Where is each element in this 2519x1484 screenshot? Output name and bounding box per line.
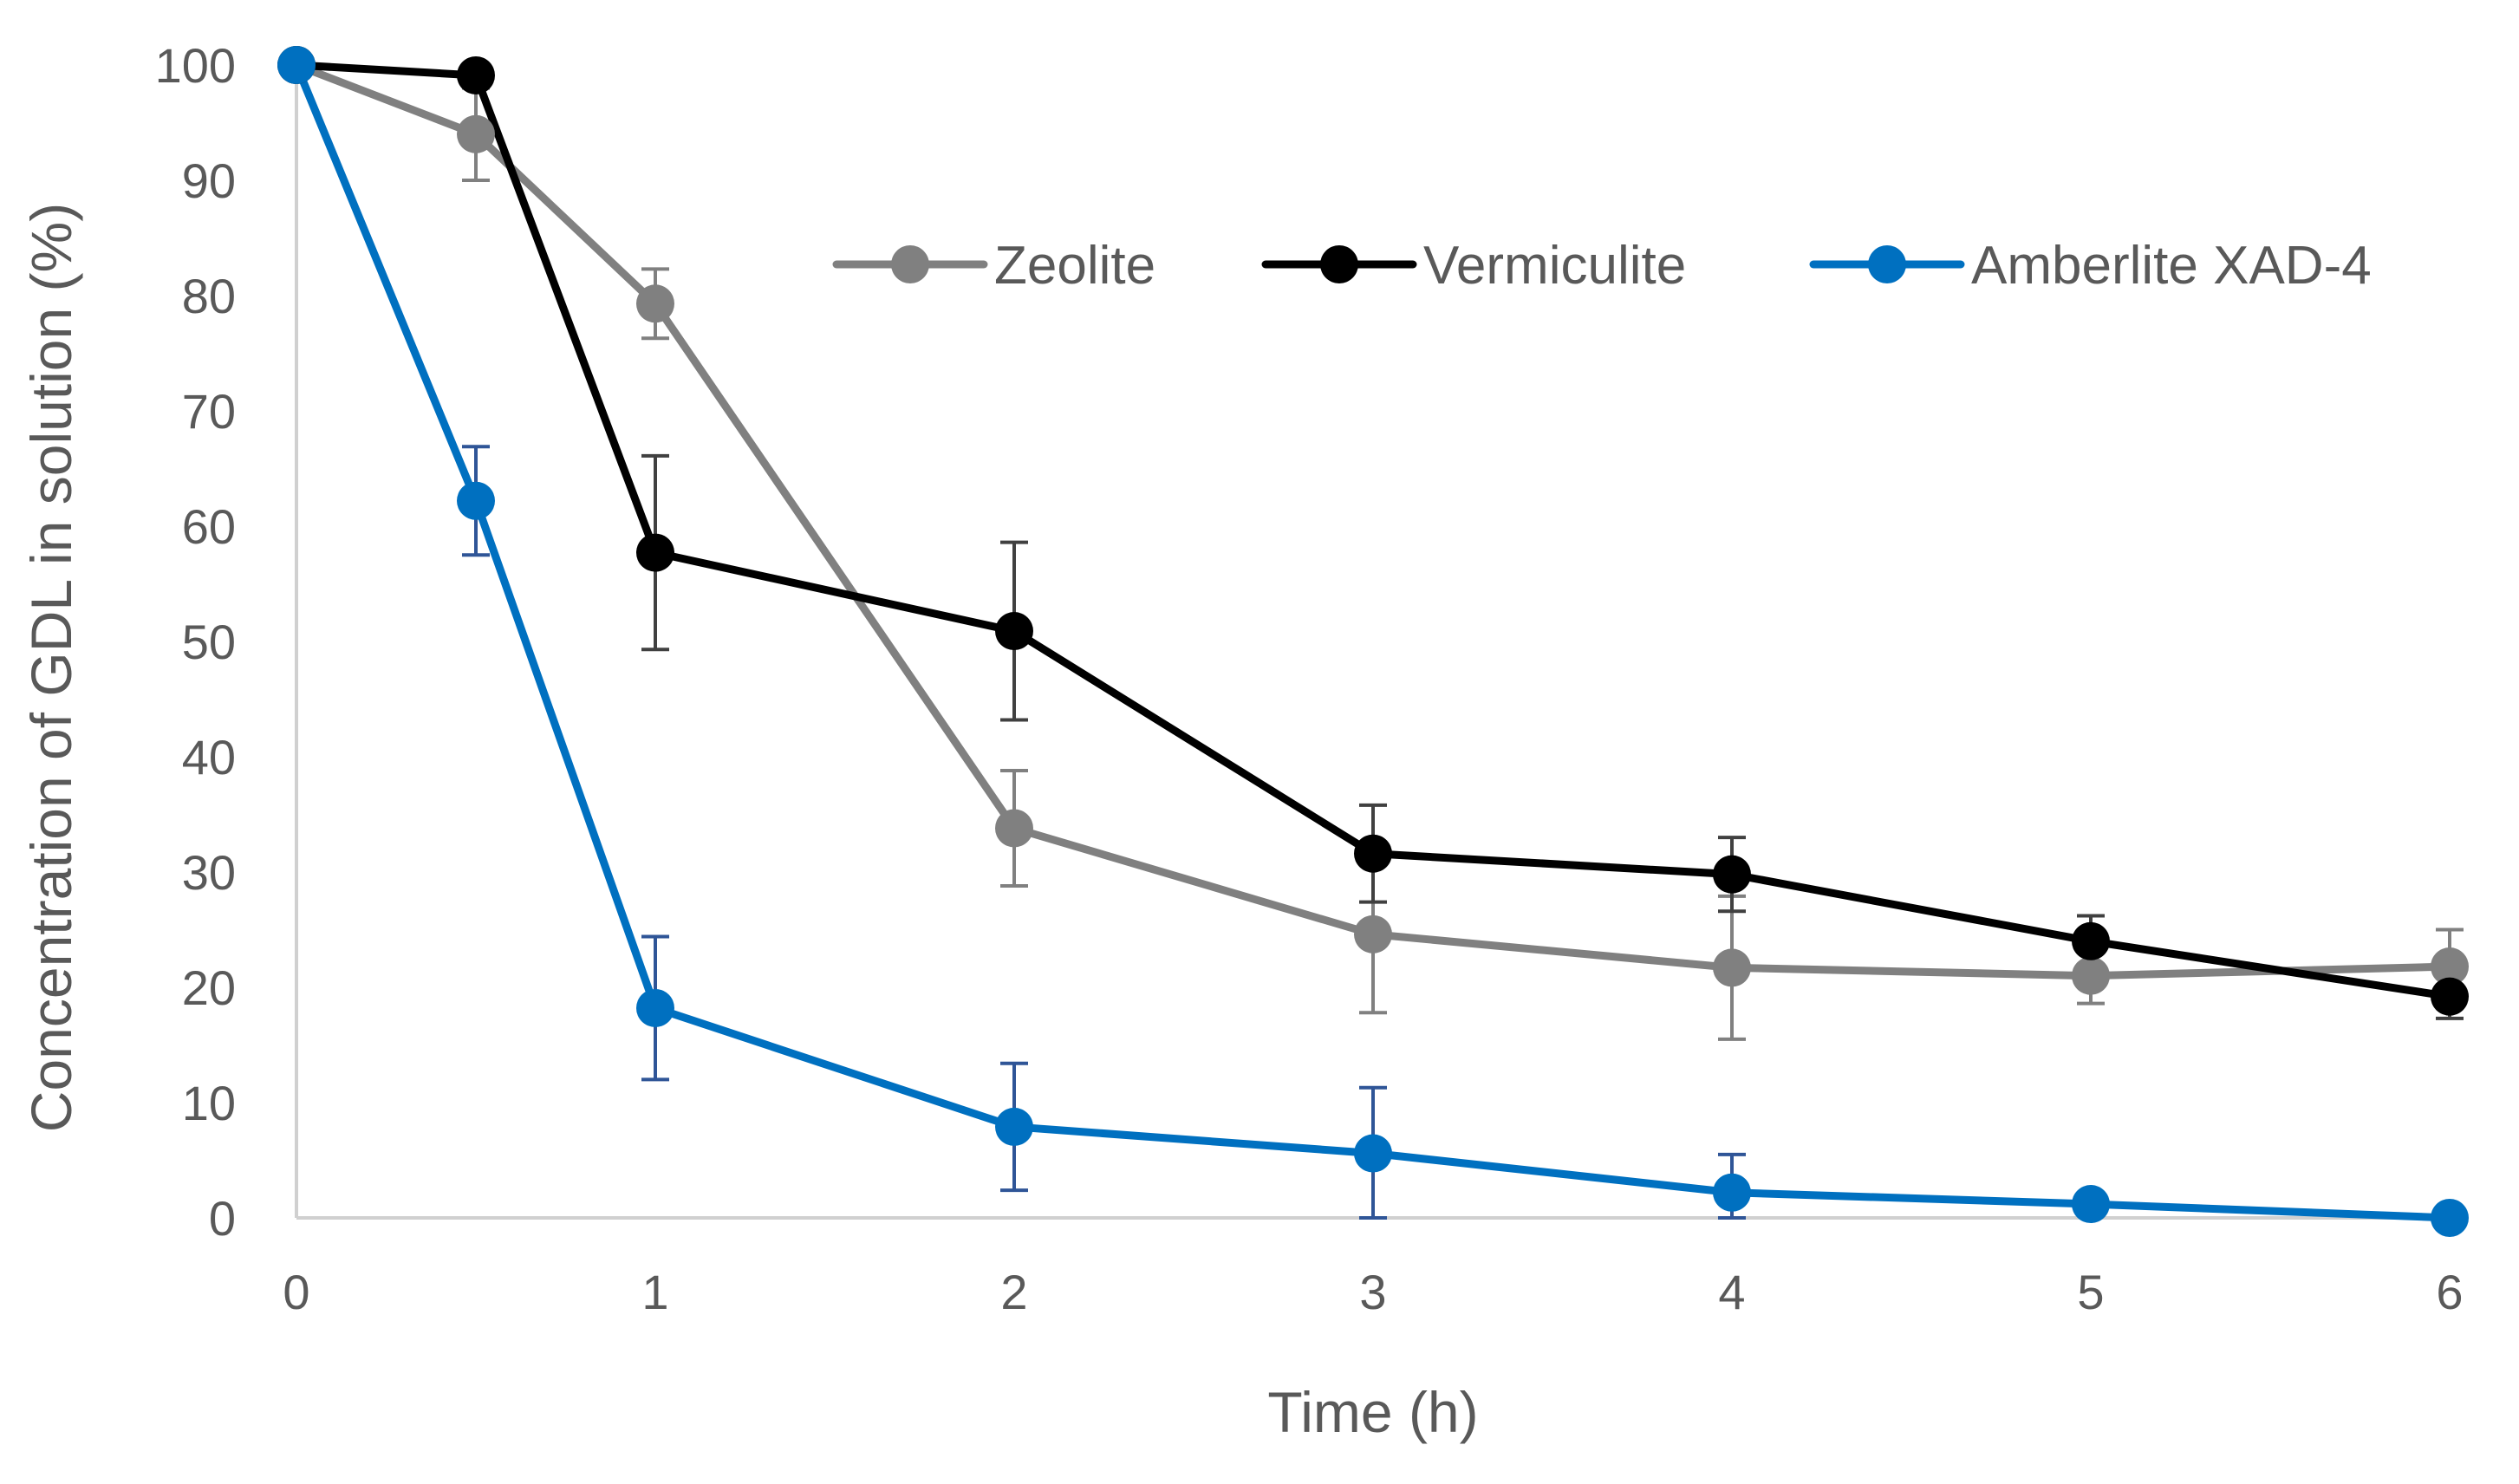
- legend-label: Zeolite: [994, 236, 1155, 296]
- y-tick-label: 60: [182, 499, 236, 554]
- data-point: [995, 1107, 1033, 1146]
- legend-marker: [1868, 245, 1906, 283]
- x-tick-label: 3: [1359, 1265, 1386, 1319]
- data-point: [1713, 948, 1751, 987]
- y-tick-label: 70: [182, 384, 236, 439]
- y-tick-label: 100: [155, 38, 236, 93]
- data-point: [2072, 921, 2110, 960]
- y-tick-label: 40: [182, 730, 236, 784]
- data-point: [1713, 855, 1751, 894]
- data-point: [1354, 834, 1392, 873]
- y-tick-label: 80: [182, 269, 236, 323]
- series-line: [292, 61, 2454, 1001]
- y-tick-label: 20: [182, 960, 236, 1015]
- x-axis-title: Time (h): [1267, 1380, 1478, 1444]
- legend-marker: [1320, 245, 1358, 283]
- data-point: [457, 481, 495, 520]
- data-point: [636, 988, 674, 1027]
- legend-marker: [891, 245, 929, 283]
- data-point: [1713, 1173, 1751, 1212]
- legend-item: Amberlite XAD-4: [1809, 236, 2372, 296]
- y-tick-labels: 0 10 20 30 40 50 60 70 80 90 100: [155, 38, 236, 1246]
- data-point: [636, 284, 674, 323]
- data-series: [277, 46, 2469, 1237]
- data-point: [2431, 977, 2469, 1016]
- data-point: [2431, 1199, 2469, 1237]
- y-tick-label: 0: [209, 1191, 236, 1246]
- data-point: [2072, 956, 2110, 995]
- x-tick-label: 0: [283, 1265, 309, 1319]
- data-point: [1354, 914, 1392, 954]
- x-tick-label: 2: [1000, 1265, 1027, 1319]
- x-tick-labels: 0 1 2 3 4 5 6: [283, 1265, 2463, 1319]
- x-tick-label: 5: [2077, 1265, 2104, 1319]
- x-tick-label: 4: [1718, 1265, 1745, 1319]
- legend: Zeolite Vermiculite Amberlite XAD-4: [832, 236, 2372, 296]
- data-point: [2072, 1185, 2110, 1224]
- data-point: [636, 533, 674, 572]
- data-point: [457, 114, 495, 153]
- y-tick-label: 30: [182, 845, 236, 900]
- x-tick-label: 6: [2436, 1265, 2463, 1319]
- legend-item: Vermiculite: [1261, 236, 1686, 296]
- legend-label: Amberlite XAD-4: [1971, 236, 2372, 296]
- legend-item: Zeolite: [832, 236, 1155, 296]
- y-tick-label: 90: [182, 153, 236, 208]
- data-point: [2431, 947, 2469, 986]
- y-axis-title: Concentration of GDL in solution (%): [19, 203, 83, 1132]
- series-line: [292, 61, 2454, 1222]
- data-point: [457, 55, 495, 94]
- data-point: [277, 46, 316, 84]
- data-point: [1354, 1134, 1392, 1173]
- y-tick-label: 10: [182, 1076, 236, 1130]
- x-tick-label: 1: [641, 1265, 668, 1319]
- data-point: [995, 612, 1033, 651]
- legend-label: Vermiculite: [1423, 236, 1686, 296]
- y-tick-label: 50: [182, 615, 236, 669]
- data-point: [995, 809, 1033, 848]
